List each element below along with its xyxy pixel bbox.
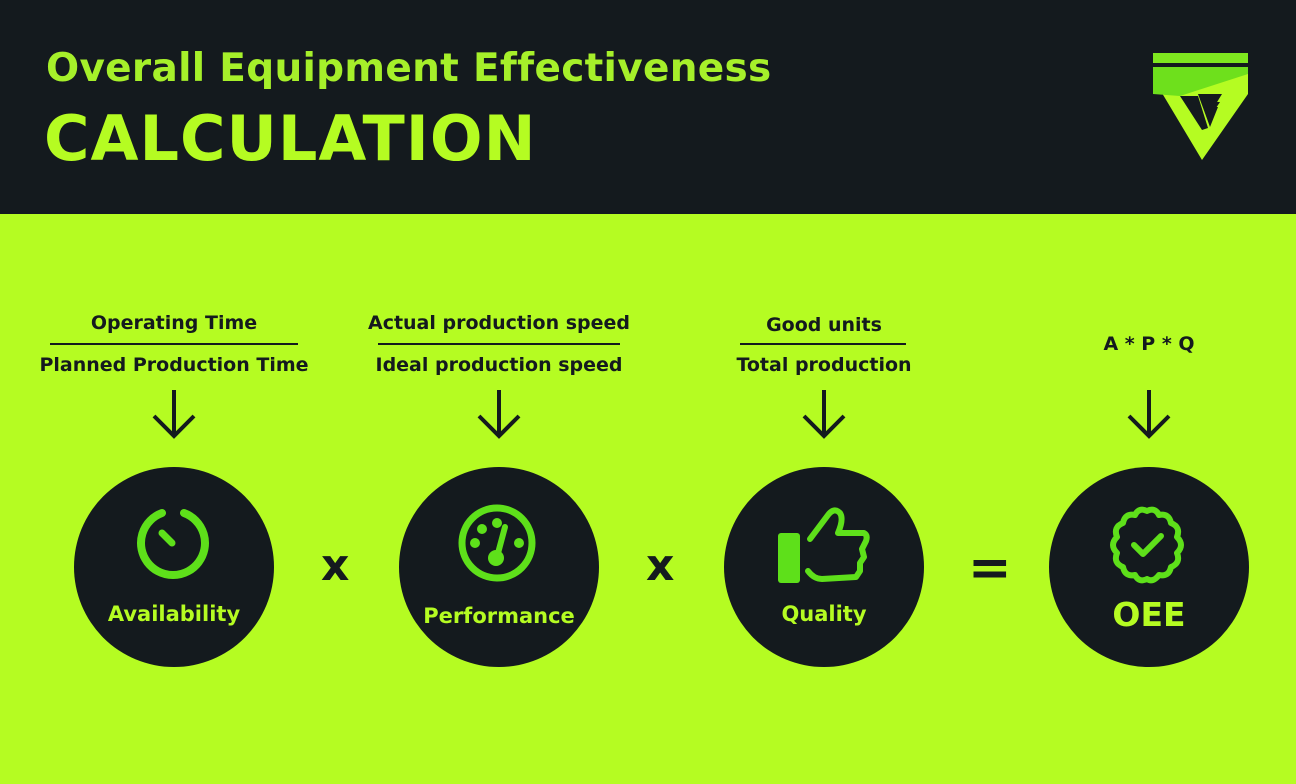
numerator: Operating Time xyxy=(90,312,258,334)
multiply-operator: x xyxy=(646,540,675,591)
gauge-icon xyxy=(458,504,536,582)
formula: A * P * Q xyxy=(1103,333,1195,355)
thumbs-up-icon xyxy=(778,507,870,583)
page-title: CALCULATION xyxy=(44,102,537,175)
denominator: Planned Production Time xyxy=(39,354,309,376)
numerator: Good units xyxy=(766,314,882,336)
fraction-line xyxy=(378,343,620,345)
quality-circle: Quality xyxy=(724,467,924,667)
denominator: Ideal production speed xyxy=(375,354,623,376)
equals-operator: = xyxy=(968,538,1012,598)
availability-circle: Availability xyxy=(74,467,274,667)
fraction-line xyxy=(50,343,298,345)
arrow-down-icon xyxy=(477,390,521,439)
timer-icon xyxy=(137,509,209,580)
badge-check-icon xyxy=(1110,506,1184,584)
logo-icon xyxy=(1153,53,1248,160)
circle-label: Quality xyxy=(781,602,867,626)
header: Overall Equipment Effectiveness CALCULAT… xyxy=(0,0,1296,214)
oee-circle: OEE xyxy=(1049,467,1249,667)
multiply-operator: x xyxy=(321,540,350,591)
numerator: Actual production speed xyxy=(367,312,630,334)
performance-circle: Performance xyxy=(399,467,599,667)
circle-label: Availability xyxy=(107,602,241,626)
circle-label: Performance xyxy=(423,604,575,628)
circle-label: OEE xyxy=(1112,595,1186,634)
subtitle: Overall Equipment Effectiveness xyxy=(46,46,772,91)
arrow-down-icon xyxy=(1127,390,1171,439)
denominator: Total production xyxy=(736,354,912,376)
arrow-down-icon xyxy=(152,390,196,439)
fraction-line xyxy=(740,343,906,345)
arrow-down-icon xyxy=(802,390,846,439)
